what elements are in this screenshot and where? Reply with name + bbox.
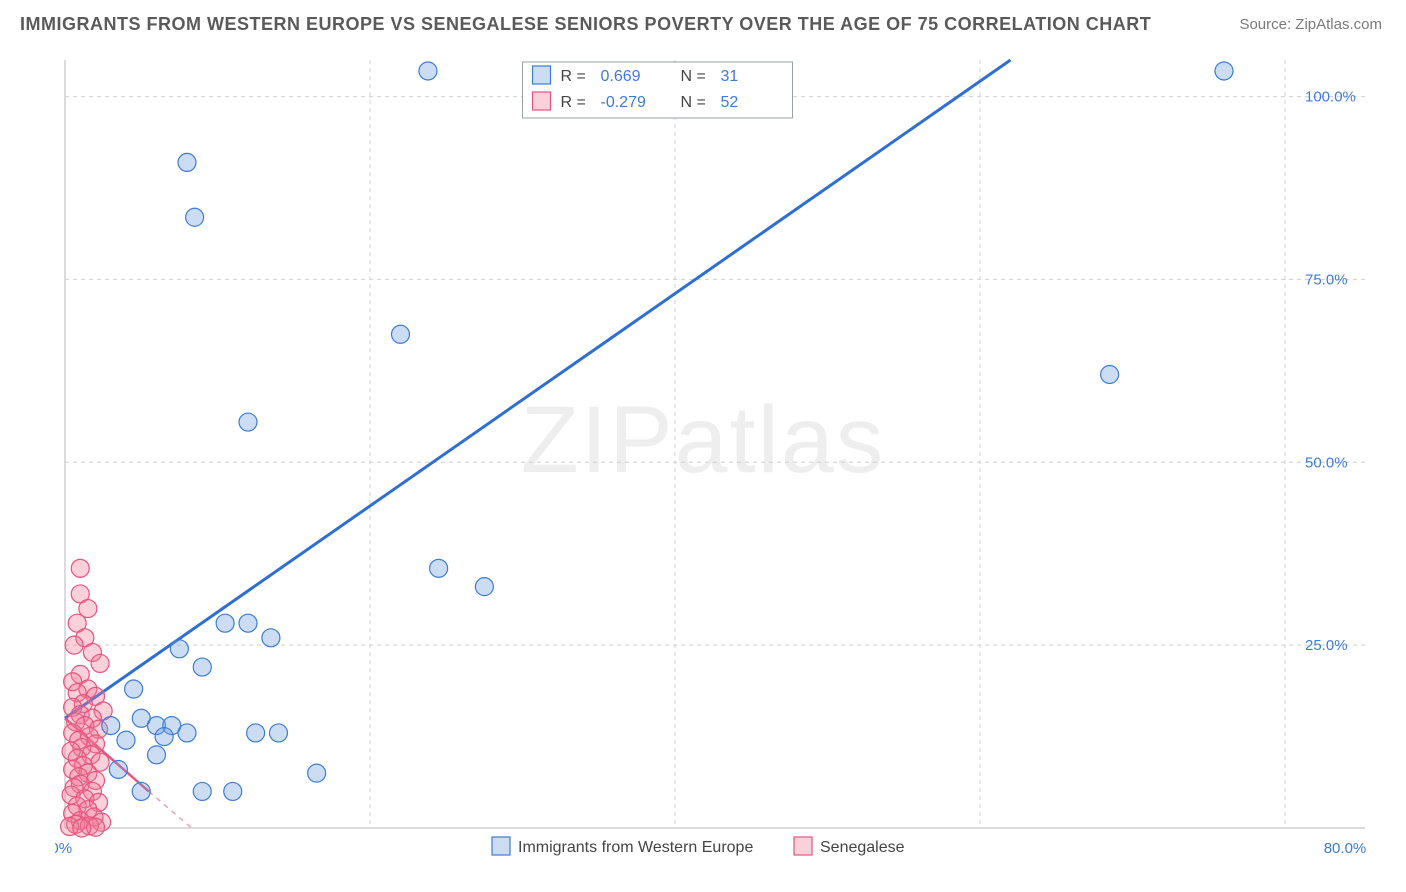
legend-swatch: [533, 92, 551, 110]
scatter-point-blue: [178, 724, 196, 742]
scatter-point-blue: [117, 731, 135, 749]
scatter-point-blue: [193, 658, 211, 676]
scatter-point-blue: [132, 782, 150, 800]
scatter-point-blue: [247, 724, 265, 742]
scatter-point-pink: [71, 559, 89, 577]
svg-text:0.0%: 0.0%: [55, 840, 72, 857]
scatter-point-blue: [193, 782, 211, 800]
legend-swatch: [492, 837, 510, 855]
legend-r-value: 0.669: [601, 68, 641, 85]
scatter-point-blue: [109, 760, 127, 778]
scatter-point-blue: [308, 764, 326, 782]
scatter-point-blue: [216, 614, 234, 632]
scatter-point-blue: [170, 640, 188, 658]
legend-series-label: Immigrants from Western Europe: [518, 839, 753, 856]
legend-r-label: R =: [561, 94, 586, 111]
source-label: Source: ZipAtlas.com: [1239, 16, 1382, 33]
scatter-point-blue: [262, 629, 280, 647]
scatter-point-pink: [91, 654, 109, 672]
scatter-point-blue: [155, 728, 173, 746]
legend-n-label: N =: [681, 68, 706, 85]
scatter-point-blue: [270, 724, 288, 742]
chart-title: IMMIGRANTS FROM WESTERN EUROPE VS SENEGA…: [20, 14, 1151, 35]
scatter-chart: 25.0%50.0%75.0%100.0%0.0%80.0%Seniors Po…: [55, 50, 1385, 860]
scatter-point-blue: [239, 614, 257, 632]
scatter-point-blue: [392, 325, 410, 343]
scatter-point-blue: [125, 680, 143, 698]
scatter-point-blue: [1101, 366, 1119, 384]
chart-area: 25.0%50.0%75.0%100.0%0.0%80.0%Seniors Po…: [55, 50, 1385, 860]
scatter-point-blue: [1215, 62, 1233, 80]
svg-text:80.0%: 80.0%: [1324, 840, 1367, 857]
svg-text:25.0%: 25.0%: [1305, 637, 1348, 654]
legend-swatch: [533, 66, 551, 84]
legend-swatch: [794, 837, 812, 855]
scatter-point-blue: [178, 153, 196, 171]
legend-n-label: N =: [681, 94, 706, 111]
legend-n-value: 31: [721, 68, 739, 85]
svg-text:50.0%: 50.0%: [1305, 454, 1348, 471]
legend-n-value: 52: [721, 94, 739, 111]
scatter-point-blue: [419, 62, 437, 80]
legend-series-label: Senegalese: [820, 839, 905, 856]
svg-text:75.0%: 75.0%: [1305, 271, 1348, 288]
scatter-point-pink: [65, 636, 83, 654]
scatter-point-pink: [73, 819, 91, 837]
legend-r-value: -0.279: [601, 94, 646, 111]
scatter-point-blue: [430, 559, 448, 577]
svg-text:100.0%: 100.0%: [1305, 89, 1356, 106]
scatter-point-blue: [186, 208, 204, 226]
scatter-point-blue: [239, 413, 257, 431]
scatter-point-blue: [102, 717, 120, 735]
scatter-point-blue: [148, 746, 166, 764]
scatter-point-blue: [224, 782, 242, 800]
scatter-point-blue: [475, 578, 493, 596]
legend-r-label: R =: [561, 68, 586, 85]
